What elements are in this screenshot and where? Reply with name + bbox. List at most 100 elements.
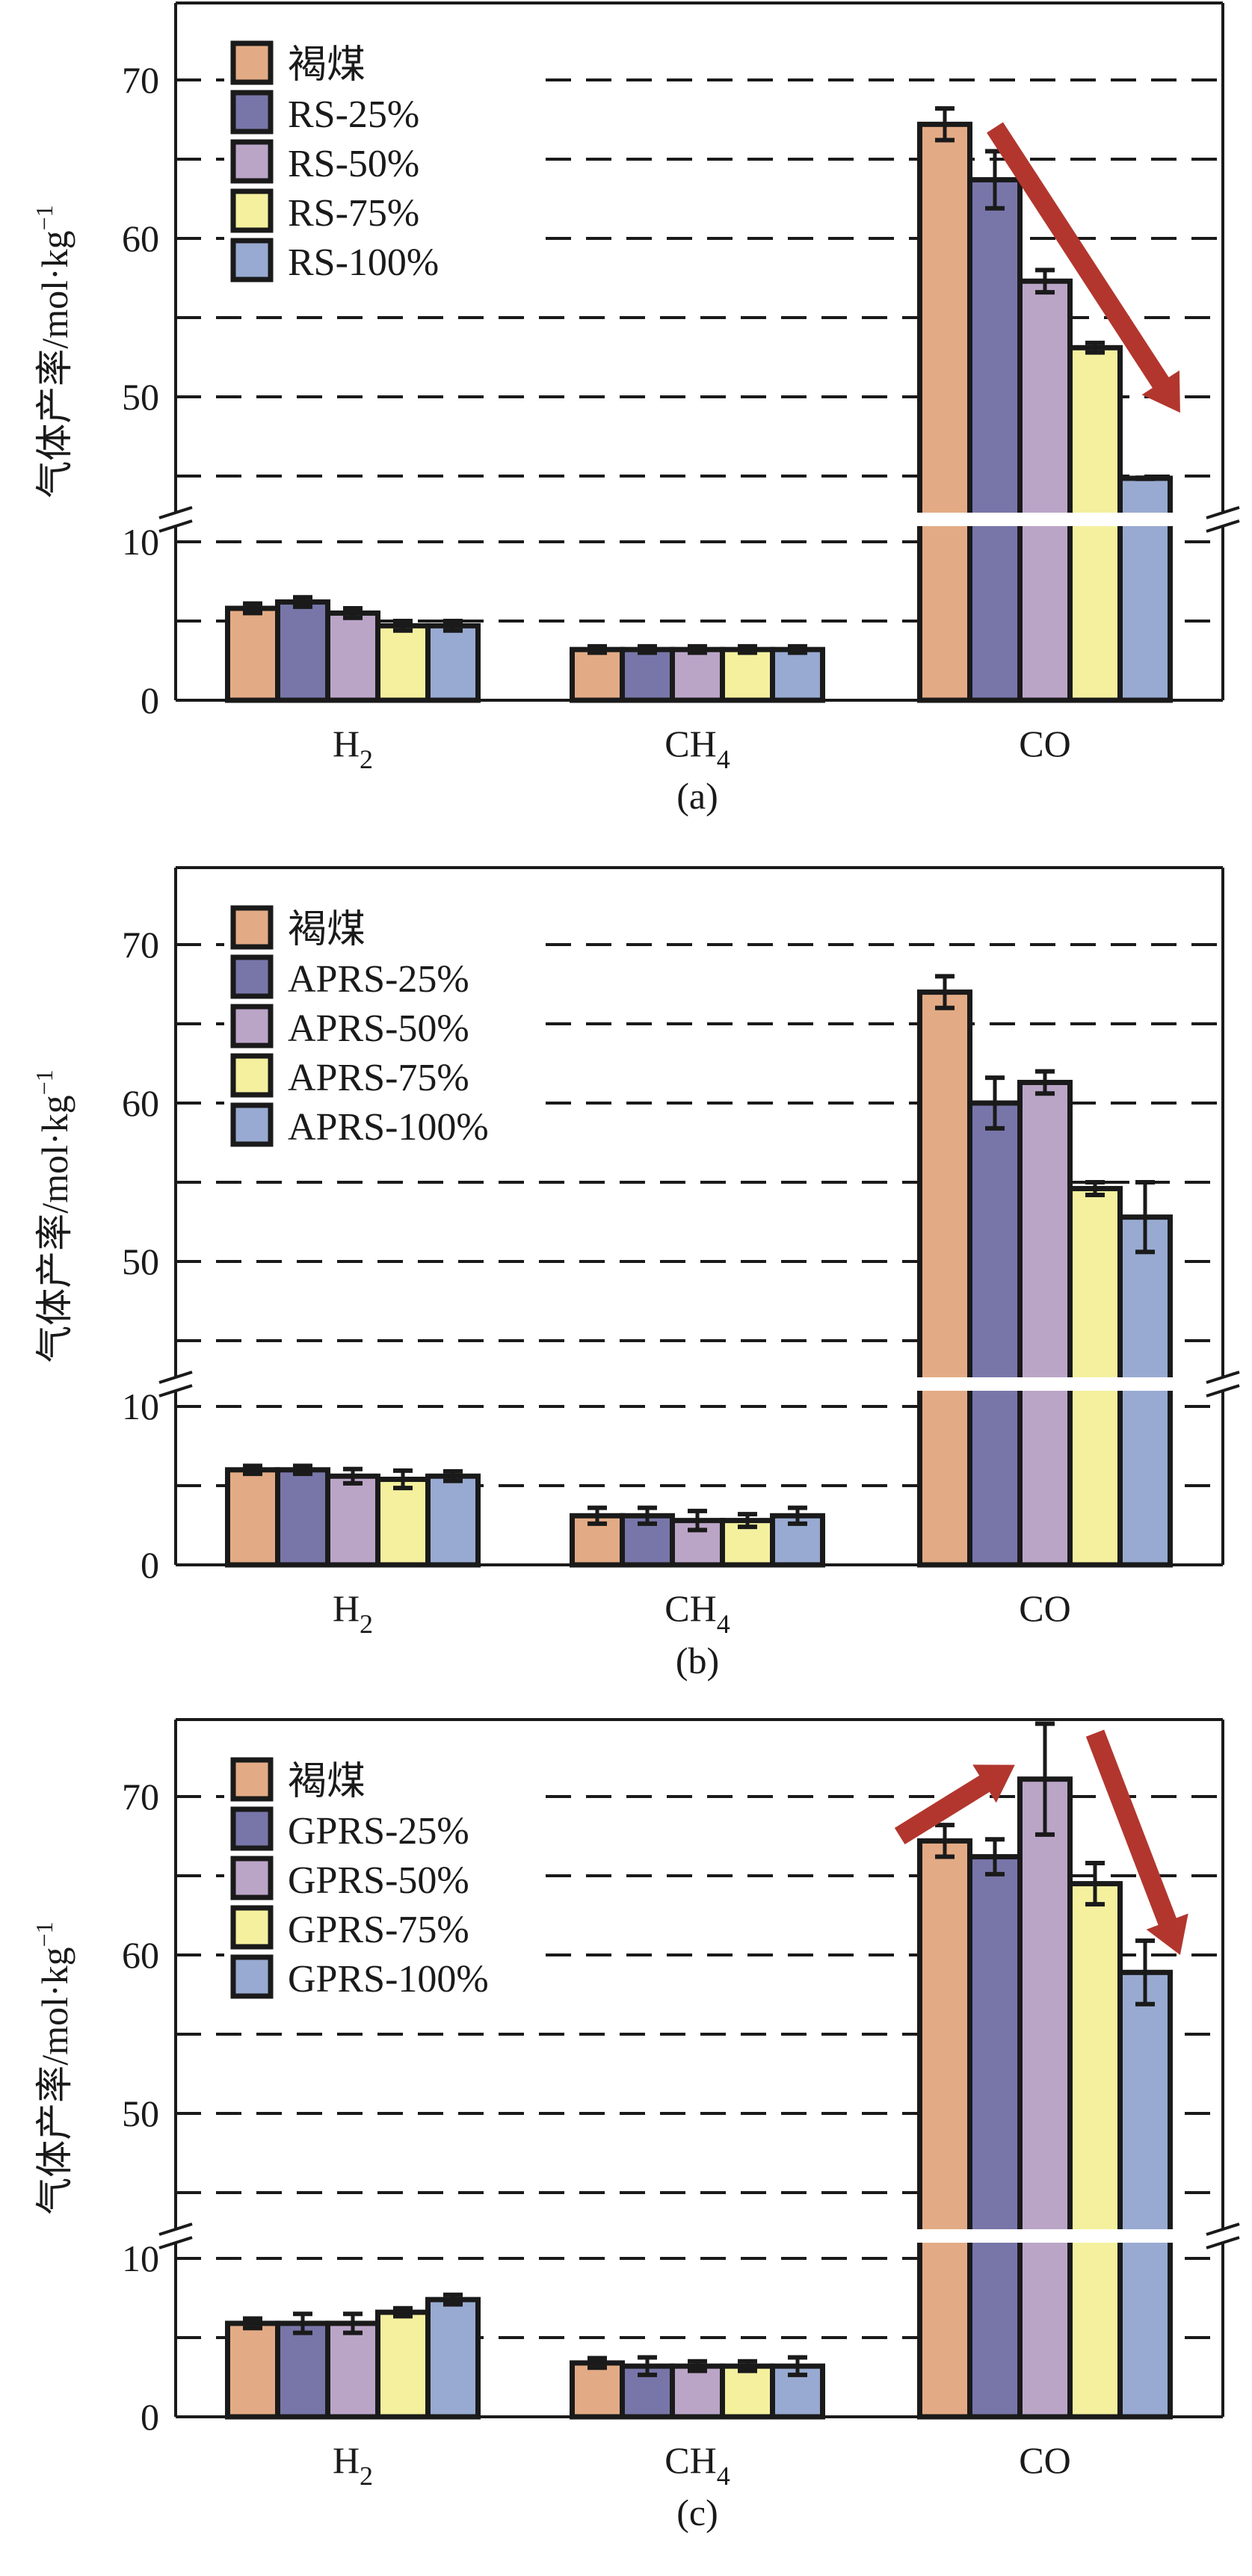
x-tick-label: CH4	[664, 723, 730, 774]
bar-co-2	[1017, 1776, 1073, 2420]
y-tick-label: 60	[122, 1082, 159, 1124]
bar-h2-1	[275, 2320, 330, 2420]
bar-co-3	[1067, 1185, 1123, 1568]
bar-h2-3	[375, 1477, 431, 1568]
x-tick-label: CH4	[664, 2439, 730, 2491]
y-tick-label: 50	[122, 376, 159, 418]
bar-co-2	[1017, 278, 1073, 703]
axis-break-gap	[1218, 513, 1227, 525]
axis-break-band	[915, 513, 1175, 526]
bar-h2-0	[225, 2320, 280, 2420]
axis-break-gap	[1218, 1378, 1227, 1390]
bar-co-1	[967, 1100, 1023, 1568]
y-tick-label: 0	[141, 2396, 159, 2438]
legend-swatch	[230, 238, 274, 282]
legend-swatch	[230, 90, 274, 135]
bar-h2-1	[275, 599, 330, 703]
axis-break-mark	[158, 1384, 193, 1397]
legend-label: APRS-100%	[288, 1106, 489, 1149]
axis-break-mark	[158, 2236, 193, 2249]
legend-swatch	[230, 1102, 274, 1147]
axis-break-gap	[171, 513, 180, 525]
bar-ch4-0	[570, 2360, 625, 2420]
y-tick-label: 50	[122, 1241, 159, 1282]
chart-panel-c: 0 10 50 60 70 气体产率/mol·kg−1 H2 CH4 CO (c) 褐煤 GPRS-2…	[0, 1717, 1252, 2576]
y-tick-label: 50	[122, 2092, 159, 2134]
legend-swatch	[230, 139, 274, 184]
bar-ch4-0	[570, 646, 625, 703]
bar-h2-4	[425, 2297, 481, 2420]
y-tick-label: 10	[122, 1386, 159, 1427]
axis-break-mark	[1206, 506, 1240, 519]
y-tick-label: 0	[141, 1544, 159, 1586]
legend-label: RS-75%	[288, 192, 419, 235]
axis-break-mark	[1206, 2223, 1240, 2236]
panel-label: (c)	[676, 2492, 718, 2533]
y-axis-label: 气体产率/mol·kg−1	[31, 1921, 75, 2214]
legend-swatch	[230, 1004, 274, 1048]
legend-swatch	[230, 1856, 274, 1900]
legend-label: 褐煤	[288, 909, 366, 951]
x-tick-label: H2	[333, 723, 373, 774]
bar-co-2	[1017, 1079, 1073, 1568]
bar-h2-3	[375, 2309, 431, 2420]
axis-break-mark	[1206, 519, 1240, 533]
trend-arrow-icon	[1085, 1729, 1188, 1955]
legend: 褐煤 GPRS-25% GPRS-50% GPRS-75% GPRS-100%	[230, 1757, 489, 2001]
bar-h2-0	[225, 1467, 280, 1568]
bar-h2-3	[375, 623, 431, 703]
y-tick-label: 10	[122, 2237, 159, 2279]
axis-break-mark	[158, 506, 193, 519]
x-tick-label: H2	[333, 2439, 373, 2491]
legend-label: GPRS-75%	[288, 1909, 469, 1951]
bar-ch4-3	[720, 2363, 775, 2420]
x-tick-label: CO	[1019, 1587, 1070, 1629]
axis-break-mark	[1206, 1371, 1240, 1384]
bar-ch4-4	[770, 646, 825, 703]
trend-arrow-icon	[987, 122, 1180, 413]
y-tick-label: 70	[122, 924, 159, 966]
bar-h2-2	[325, 2320, 380, 2420]
chart-panel-b: 0 10 50 60 70 气体产率/mol·kg−1 H2 CH4 CO (b) 褐煤 APRS-2…	[0, 865, 1252, 1724]
bar-h2-4	[425, 1473, 481, 1568]
legend-swatch	[230, 1954, 274, 1999]
bar-co-0	[917, 121, 972, 703]
y-axis-label: 气体产率/mol·kg−1	[31, 1069, 75, 1362]
chart-panel-a: 0 10 50 60 70 气体产率/mol·kg−1 H2 CH4 CO (a) 褐煤 RS-25%…	[0, 0, 1252, 859]
bar-ch4-3	[720, 646, 775, 703]
x-tick-label: CO	[1019, 2439, 1070, 2481]
legend-label: GPRS-50%	[288, 1859, 469, 1902]
bar-h2-2	[325, 610, 380, 703]
panel-label: (a)	[676, 775, 718, 817]
axis-break-mark	[158, 2223, 193, 2236]
legend-label: RS-50%	[288, 143, 419, 185]
axis-break-mark	[1206, 1384, 1240, 1397]
legend-label: 褐煤	[288, 44, 366, 87]
legend-swatch	[230, 40, 274, 85]
bar-h2-2	[325, 1473, 380, 1568]
y-tick-label: 70	[122, 59, 159, 101]
axis-break-gap	[171, 1378, 180, 1390]
legend-label: 褐煤	[288, 1761, 366, 1803]
axis-break-band	[915, 2229, 1175, 2243]
trend-arrow-icon	[894, 1764, 1015, 1845]
x-tick-label: CH4	[664, 1587, 730, 1639]
legend-label: APRS-50%	[288, 1007, 469, 1050]
axis-break-mark	[158, 1371, 193, 1384]
bar-co-4	[1117, 475, 1173, 703]
axis-break-band	[915, 1377, 1175, 1391]
y-tick-label: 60	[122, 1934, 159, 1976]
x-tick-label: H2	[333, 1587, 373, 1639]
y-tick-label: 10	[122, 521, 159, 563]
bar-chart: 0 10 50 60 70 气体产率/mol·kg−1 H2 CH4 CO (a) 褐煤 RS-25%…	[31, 1, 1240, 817]
legend-label: RS-100%	[288, 241, 439, 284]
bar-co-3	[1067, 1881, 1123, 2420]
bar-ch4-1	[620, 646, 675, 703]
legend-swatch	[230, 1053, 274, 1098]
bar-chart: 0 10 50 60 70 气体产率/mol·kg−1 H2 CH4 CO (c) 褐煤 GPRS-2…	[31, 1718, 1240, 2533]
y-tick-label: 60	[122, 217, 159, 259]
legend-swatch	[230, 1757, 274, 1802]
bar-co-1	[967, 177, 1023, 703]
bar-ch4-2	[670, 646, 725, 703]
axis-break-mark	[1206, 2236, 1240, 2249]
